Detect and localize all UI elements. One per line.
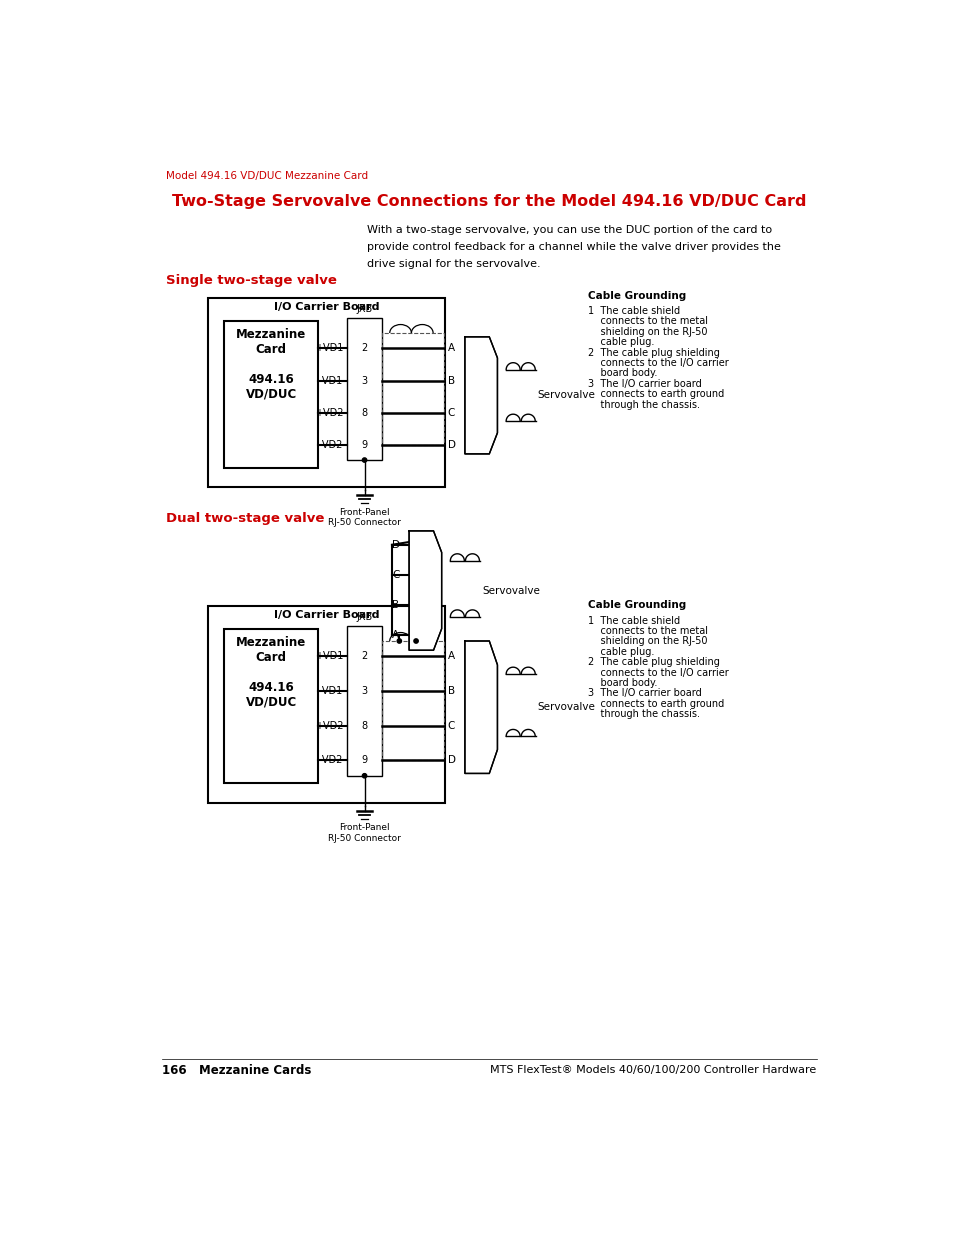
- Text: connects to the I/O carrier: connects to the I/O carrier: [587, 668, 728, 678]
- Text: D: D: [447, 440, 456, 450]
- Text: +VD1: +VD1: [314, 343, 343, 353]
- Text: 1  The cable shield: 1 The cable shield: [587, 615, 679, 626]
- Text: 8: 8: [361, 408, 367, 419]
- Text: JXB: JXB: [356, 611, 373, 621]
- Text: JXB: JXB: [356, 304, 373, 314]
- Text: connects to earth ground: connects to earth ground: [587, 699, 723, 709]
- Text: 3: 3: [361, 687, 367, 697]
- Text: shielding on the RJ-50: shielding on the RJ-50: [587, 636, 707, 646]
- Text: cable plug.: cable plug.: [587, 647, 654, 657]
- Text: A: A: [447, 651, 455, 662]
- Bar: [208, 606, 444, 803]
- Text: provide control feedback for a channel while the valve driver provides the: provide control feedback for a channel w…: [367, 242, 781, 252]
- Bar: [347, 626, 381, 776]
- Polygon shape: [464, 337, 497, 454]
- Text: A: A: [447, 343, 455, 353]
- Text: 2: 2: [361, 343, 367, 353]
- Text: 2  The cable plug shielding: 2 The cable plug shielding: [587, 657, 720, 667]
- Bar: [224, 630, 318, 783]
- Text: 2: 2: [361, 651, 367, 662]
- Text: 166   Mezzanine Cards: 166 Mezzanine Cards: [162, 1065, 311, 1077]
- Text: Single two-stage valve: Single two-stage valve: [166, 274, 336, 287]
- Text: Mezzanine
Card

494.16
VD/DUC: Mezzanine Card 494.16 VD/DUC: [235, 636, 306, 709]
- Circle shape: [362, 773, 366, 778]
- Text: 3  The I/O carrier board: 3 The I/O carrier board: [587, 688, 701, 698]
- Text: C: C: [392, 569, 399, 579]
- Text: shielding on the RJ-50: shielding on the RJ-50: [587, 327, 707, 337]
- Text: Model 494.16 VD/DUC Mezzanine Card: Model 494.16 VD/DUC Mezzanine Card: [166, 172, 368, 182]
- Text: -VD2: -VD2: [319, 440, 343, 450]
- Text: A: A: [392, 630, 398, 640]
- Text: +VD2: +VD2: [314, 721, 343, 731]
- Text: connects to earth ground: connects to earth ground: [587, 389, 723, 399]
- Text: D: D: [392, 540, 399, 550]
- Text: drive signal for the servovalve.: drive signal for the servovalve.: [367, 259, 540, 269]
- Text: Servovalve: Servovalve: [537, 703, 595, 713]
- Circle shape: [362, 458, 366, 462]
- Text: 3: 3: [361, 375, 367, 385]
- Circle shape: [414, 638, 417, 643]
- Text: 1  The cable shield: 1 The cable shield: [587, 306, 679, 316]
- Text: -VD2: -VD2: [319, 756, 343, 766]
- Text: B: B: [447, 375, 455, 385]
- Text: through the chassis.: through the chassis.: [587, 400, 700, 410]
- Text: Front-Panel
RJ-50 Connector: Front-Panel RJ-50 Connector: [328, 824, 400, 844]
- Polygon shape: [464, 641, 497, 773]
- Text: +VD1: +VD1: [314, 651, 343, 662]
- Text: Cable Grounding: Cable Grounding: [587, 290, 685, 300]
- Text: B: B: [447, 687, 455, 697]
- Text: cable plug.: cable plug.: [587, 337, 654, 347]
- Text: I/O Carrier Board: I/O Carrier Board: [274, 303, 379, 312]
- Text: connects to the metal: connects to the metal: [587, 626, 707, 636]
- Text: Mezzanine
Card

494.16
VD/DUC: Mezzanine Card 494.16 VD/DUC: [235, 327, 306, 400]
- Text: 2  The cable plug shielding: 2 The cable plug shielding: [587, 347, 720, 358]
- Bar: [381, 333, 443, 445]
- Text: Dual two-stage valve: Dual two-stage valve: [166, 513, 324, 525]
- Text: board body.: board body.: [587, 678, 657, 688]
- Text: Servovalve: Servovalve: [481, 585, 539, 595]
- Polygon shape: [409, 531, 441, 651]
- Bar: [381, 641, 443, 761]
- Text: 8: 8: [361, 721, 367, 731]
- Text: 9: 9: [361, 756, 367, 766]
- Text: +VD2: +VD2: [314, 408, 343, 419]
- Text: D: D: [447, 756, 456, 766]
- Bar: [347, 317, 381, 461]
- Text: C: C: [447, 408, 455, 419]
- Text: -VD1: -VD1: [319, 687, 343, 697]
- Text: I/O Carrier Board: I/O Carrier Board: [274, 610, 379, 620]
- Text: With a two-stage servovalve, you can use the DUC portion of the card to: With a two-stage servovalve, you can use…: [367, 225, 772, 235]
- Text: -VD1: -VD1: [319, 375, 343, 385]
- Text: board body.: board body.: [587, 368, 657, 378]
- Text: 3  The I/O carrier board: 3 The I/O carrier board: [587, 379, 701, 389]
- Text: 9: 9: [361, 440, 367, 450]
- Text: connects to the I/O carrier: connects to the I/O carrier: [587, 358, 728, 368]
- Text: Two-Stage Servovalve Connections for the Model 494.16 VD/DUC Card: Two-Stage Servovalve Connections for the…: [172, 194, 805, 210]
- Text: connects to the metal: connects to the metal: [587, 316, 707, 326]
- Bar: [208, 299, 444, 487]
- Text: MTS FlexTest® Models 40/60/100/200 Controller Hardware: MTS FlexTest® Models 40/60/100/200 Contr…: [490, 1065, 816, 1074]
- Text: Cable Grounding: Cable Grounding: [587, 600, 685, 610]
- Text: through the chassis.: through the chassis.: [587, 709, 700, 719]
- Text: C: C: [447, 721, 455, 731]
- Text: Servovalve: Servovalve: [537, 390, 595, 400]
- Bar: [224, 321, 318, 468]
- Circle shape: [396, 638, 401, 643]
- Text: Front-Panel
RJ-50 Connector: Front-Panel RJ-50 Connector: [328, 508, 400, 527]
- Text: B: B: [392, 600, 398, 610]
